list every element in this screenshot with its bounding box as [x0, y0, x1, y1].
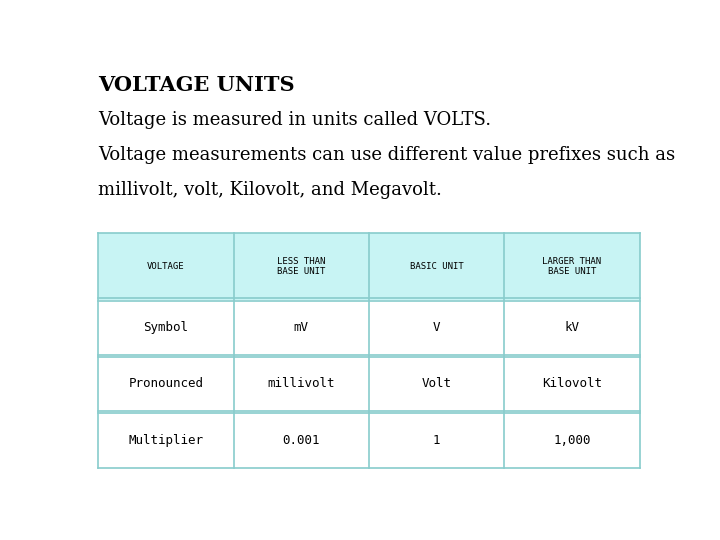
Text: BASIC UNIT: BASIC UNIT [410, 262, 464, 271]
Bar [369, 356, 504, 412]
Text: VOLTAGE: VOLTAGE [147, 262, 185, 271]
Bar [369, 412, 504, 468]
Text: Symbol: Symbol [143, 321, 189, 334]
Bar [504, 233, 639, 300]
Bar [504, 356, 639, 412]
Text: LARGER THAN
BASE UNIT: LARGER THAN BASE UNIT [542, 256, 601, 276]
Text: Kilovolt: Kilovolt [542, 377, 602, 390]
Text: Voltage measurements can use different value prefixes such as: Voltage measurements can use different v… [99, 146, 675, 164]
Text: Voltage is measured in units called VOLTS.: Voltage is measured in units called VOLT… [99, 111, 492, 129]
Bar [234, 233, 369, 300]
Text: LESS THAN
BASE UNIT: LESS THAN BASE UNIT [277, 256, 325, 276]
Text: 1: 1 [433, 434, 441, 447]
Bar [99, 412, 234, 468]
Text: kV: kV [564, 321, 580, 334]
Text: mV: mV [294, 321, 309, 334]
Bar [369, 300, 504, 356]
Bar [99, 300, 234, 356]
Text: millivolt, volt, Kilovolt, and Megavolt.: millivolt, volt, Kilovolt, and Megavolt. [99, 181, 442, 199]
Text: V: V [433, 321, 441, 334]
Text: millivolt: millivolt [268, 377, 335, 390]
Bar [234, 412, 369, 468]
Text: Pronounced: Pronounced [129, 377, 204, 390]
Text: Multiplier: Multiplier [129, 434, 204, 447]
Bar [369, 233, 504, 300]
Text: 0.001: 0.001 [282, 434, 320, 447]
Text: VOLTAGE UNITS: VOLTAGE UNITS [99, 75, 295, 95]
Text: 1,000: 1,000 [553, 434, 590, 447]
Bar [234, 356, 369, 412]
Bar [99, 233, 234, 300]
Bar [504, 300, 639, 356]
Text: Volt: Volt [422, 377, 451, 390]
Bar [504, 412, 639, 468]
Bar [234, 300, 369, 356]
Bar [99, 356, 234, 412]
